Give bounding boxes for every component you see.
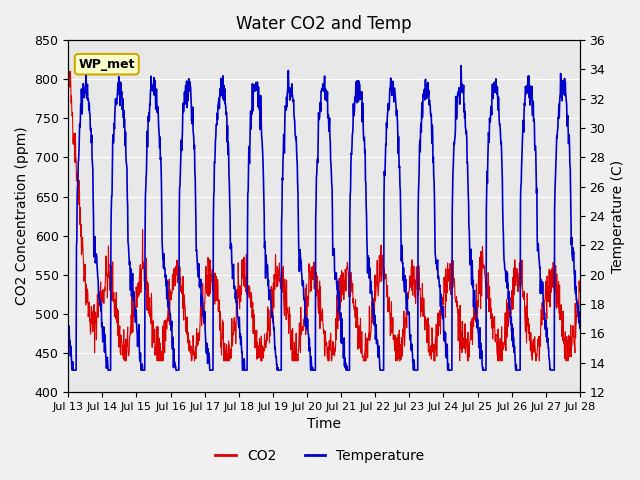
X-axis label: Time: Time (307, 418, 341, 432)
Y-axis label: Temperature (C): Temperature (C) (611, 159, 625, 273)
Title: Water CO2 and Temp: Water CO2 and Temp (236, 15, 412, 33)
Legend: CO2, Temperature: CO2, Temperature (210, 443, 430, 468)
Y-axis label: CO2 Concentration (ppm): CO2 Concentration (ppm) (15, 127, 29, 305)
Text: WP_met: WP_met (79, 58, 135, 71)
